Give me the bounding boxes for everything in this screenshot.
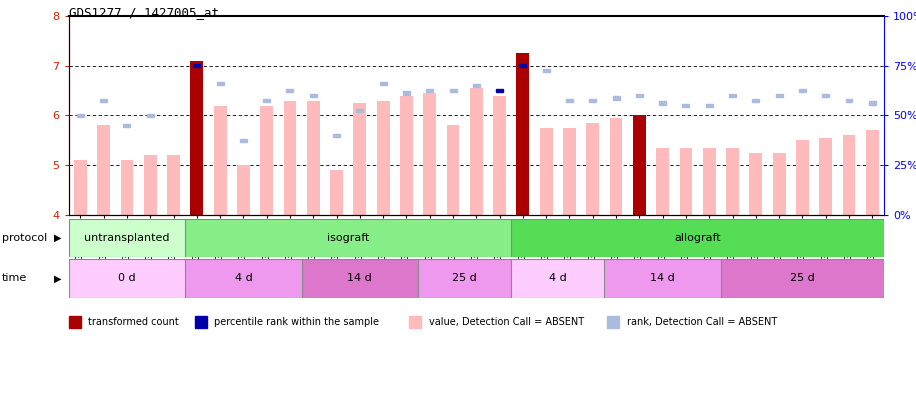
Bar: [610, 118, 623, 215]
FancyBboxPatch shape: [823, 94, 829, 97]
Bar: [376, 100, 389, 215]
Bar: [185, 259, 301, 298]
Bar: [680, 148, 692, 215]
Bar: [703, 148, 715, 215]
FancyBboxPatch shape: [124, 124, 130, 127]
Bar: [167, 155, 180, 215]
FancyBboxPatch shape: [752, 99, 759, 102]
FancyBboxPatch shape: [589, 99, 596, 102]
FancyBboxPatch shape: [682, 104, 690, 107]
FancyBboxPatch shape: [100, 99, 107, 102]
Text: untransplanted: untransplanted: [84, 233, 169, 243]
FancyBboxPatch shape: [613, 96, 619, 100]
Text: transformed count: transformed count: [88, 317, 179, 327]
FancyBboxPatch shape: [240, 139, 247, 142]
Text: 4 d: 4 d: [549, 273, 567, 283]
Bar: [354, 103, 366, 215]
Text: time: time: [2, 273, 27, 283]
Bar: [213, 106, 226, 215]
Bar: [330, 170, 343, 215]
Bar: [97, 126, 110, 215]
Bar: [121, 160, 134, 215]
Bar: [400, 96, 413, 215]
FancyBboxPatch shape: [193, 64, 201, 67]
Bar: [470, 88, 483, 215]
FancyBboxPatch shape: [705, 104, 713, 107]
Text: GDS1277 / 1427005_at: GDS1277 / 1427005_at: [69, 6, 219, 19]
FancyBboxPatch shape: [496, 89, 503, 92]
Bar: [773, 153, 786, 215]
Bar: [633, 115, 646, 215]
FancyBboxPatch shape: [636, 94, 643, 97]
Bar: [843, 135, 856, 215]
Bar: [301, 259, 418, 298]
FancyBboxPatch shape: [660, 101, 666, 104]
Bar: [493, 96, 506, 215]
FancyBboxPatch shape: [310, 94, 317, 97]
Text: 0 d: 0 d: [118, 273, 136, 283]
Text: allograft: allograft: [674, 233, 721, 243]
Text: 14 d: 14 d: [650, 273, 675, 283]
Text: 4 d: 4 d: [234, 273, 252, 283]
Bar: [447, 126, 460, 215]
Bar: [144, 155, 157, 215]
Bar: [586, 123, 599, 215]
FancyBboxPatch shape: [356, 109, 364, 112]
FancyBboxPatch shape: [845, 99, 853, 102]
FancyBboxPatch shape: [868, 101, 876, 104]
FancyBboxPatch shape: [776, 94, 782, 97]
FancyBboxPatch shape: [426, 89, 433, 92]
Bar: [517, 53, 529, 215]
FancyBboxPatch shape: [263, 99, 270, 102]
Bar: [185, 219, 511, 257]
FancyBboxPatch shape: [473, 84, 480, 87]
Bar: [423, 93, 436, 215]
FancyBboxPatch shape: [379, 81, 387, 85]
FancyBboxPatch shape: [77, 114, 84, 117]
Text: isograft: isograft: [327, 233, 369, 243]
Bar: [74, 160, 87, 215]
Bar: [721, 259, 884, 298]
Text: ▶: ▶: [54, 273, 61, 283]
Bar: [866, 130, 878, 215]
Bar: [69, 219, 185, 257]
Bar: [260, 106, 273, 215]
Text: 25 d: 25 d: [453, 273, 477, 283]
Bar: [511, 219, 884, 257]
FancyBboxPatch shape: [566, 99, 573, 102]
FancyBboxPatch shape: [147, 114, 154, 117]
Bar: [237, 165, 250, 215]
FancyBboxPatch shape: [729, 94, 736, 97]
FancyBboxPatch shape: [519, 64, 527, 67]
FancyBboxPatch shape: [333, 134, 340, 137]
Bar: [511, 259, 605, 298]
Bar: [540, 128, 552, 215]
Bar: [819, 138, 832, 215]
Bar: [191, 61, 203, 215]
Bar: [605, 259, 721, 298]
FancyBboxPatch shape: [216, 81, 224, 85]
Text: value, Detection Call = ABSENT: value, Detection Call = ABSENT: [429, 317, 583, 327]
Bar: [656, 148, 669, 215]
Text: percentile rank within the sample: percentile rank within the sample: [214, 317, 379, 327]
Bar: [726, 148, 739, 215]
Bar: [307, 100, 320, 215]
Bar: [563, 128, 576, 215]
Bar: [749, 153, 762, 215]
Text: 14 d: 14 d: [347, 273, 372, 283]
FancyBboxPatch shape: [450, 89, 456, 92]
FancyBboxPatch shape: [403, 92, 410, 95]
Bar: [69, 259, 185, 298]
Bar: [796, 140, 809, 215]
Bar: [418, 259, 511, 298]
Text: protocol: protocol: [2, 233, 47, 243]
Text: ▶: ▶: [54, 233, 61, 243]
Text: rank, Detection Call = ABSENT: rank, Detection Call = ABSENT: [627, 317, 777, 327]
FancyBboxPatch shape: [287, 89, 293, 92]
Text: 25 d: 25 d: [790, 273, 815, 283]
Bar: [284, 100, 297, 215]
FancyBboxPatch shape: [542, 69, 550, 72]
FancyBboxPatch shape: [799, 89, 806, 92]
